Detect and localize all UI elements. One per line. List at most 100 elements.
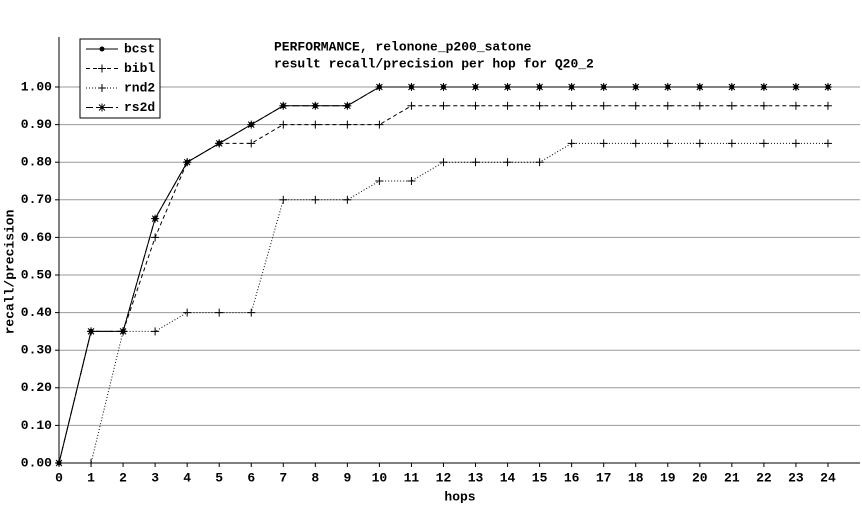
x-tick-label: 2	[119, 470, 127, 485]
marker	[727, 139, 736, 148]
marker-stroke	[568, 83, 575, 91]
marker	[663, 139, 672, 148]
marker	[439, 83, 448, 91]
x-tick-label: 0	[55, 470, 63, 485]
marker-stroke	[696, 83, 704, 91]
marker	[599, 101, 608, 110]
x-tick-label: 11	[404, 470, 420, 485]
x-tick-label: 19	[660, 470, 676, 485]
y-tick-label: 0.80	[21, 155, 52, 170]
marker	[727, 83, 736, 91]
marker	[375, 120, 384, 129]
marker	[503, 158, 512, 167]
x-tick-label: 6	[247, 470, 255, 485]
marker-stroke	[408, 83, 415, 91]
y-tick-label: 0.70	[21, 192, 52, 207]
x-axis-label: hops	[444, 489, 475, 504]
x-tick-label: 12	[436, 470, 452, 485]
legend-label: rs2d	[124, 100, 155, 115]
marker	[439, 101, 448, 110]
y-tick-label: 0.00	[21, 455, 52, 470]
marker	[759, 101, 768, 110]
marker	[535, 83, 544, 91]
marker	[247, 120, 256, 129]
marker	[695, 83, 704, 91]
marker-stroke	[279, 102, 287, 110]
x-tick-label: 1	[87, 470, 95, 485]
chart-title: PERFORMANCE, relonone_p200_satone	[274, 39, 532, 54]
legend-box	[79, 38, 161, 119]
x-tick-label: 9	[343, 470, 351, 485]
marker	[279, 120, 288, 129]
marker	[823, 101, 832, 110]
marker	[151, 327, 160, 336]
marker	[98, 64, 106, 73]
x-tick-label: 4	[183, 470, 191, 485]
marker	[55, 459, 63, 467]
marker	[407, 101, 416, 110]
marker-stroke	[760, 83, 768, 91]
marker	[823, 83, 832, 91]
marker	[663, 83, 672, 91]
legend-label: bibl	[124, 61, 155, 76]
x-tick-label: 7	[279, 470, 287, 485]
marker	[279, 195, 288, 204]
marker	[407, 177, 416, 185]
marker-stroke	[215, 140, 223, 147]
marker-stroke	[632, 83, 640, 91]
marker-stroke	[824, 83, 832, 91]
x-tick-label: 5	[215, 470, 223, 485]
marker	[343, 195, 352, 204]
x-tick-label: 24	[820, 470, 836, 485]
marker	[727, 101, 736, 110]
marker	[631, 83, 640, 91]
legend-label: rnd2	[124, 80, 155, 95]
marker	[343, 101, 352, 110]
marker	[567, 83, 576, 91]
x-tick-label: 8	[311, 470, 319, 485]
marker	[407, 83, 416, 91]
marker-stroke	[87, 328, 95, 335]
x-tick-label: 22	[756, 470, 772, 485]
marker	[599, 139, 608, 148]
marker	[791, 139, 800, 148]
marker-stroke	[728, 83, 736, 91]
marker-stroke	[119, 328, 127, 335]
y-tick-label: 0.20	[21, 380, 52, 395]
marker	[695, 101, 704, 110]
marker	[567, 139, 576, 148]
marker	[439, 158, 448, 167]
x-tick-label: 3	[151, 470, 159, 485]
marker-stroke	[247, 121, 255, 128]
marker-stroke	[344, 102, 351, 110]
marker-stroke	[600, 83, 608, 91]
marker-stroke	[376, 83, 383, 91]
marker	[87, 459, 96, 467]
marker	[99, 46, 105, 52]
marker	[311, 120, 320, 129]
marker	[119, 327, 128, 336]
x-tick-label: 14	[500, 470, 516, 485]
marker	[471, 158, 480, 167]
marker	[535, 158, 544, 167]
marker	[87, 327, 96, 336]
marker	[503, 83, 512, 91]
marker	[215, 139, 224, 148]
x-tick-label: 18	[628, 470, 644, 485]
marker	[759, 83, 768, 91]
marker	[599, 83, 608, 91]
marker-stroke	[311, 102, 319, 110]
x-tick-label: 23	[788, 470, 804, 485]
marker-stroke	[504, 83, 511, 91]
marker-stroke	[98, 104, 106, 111]
marker	[247, 139, 256, 148]
marker	[375, 177, 384, 185]
marker	[279, 101, 288, 110]
marker	[791, 101, 800, 110]
y-tick-label: 0.10	[21, 418, 52, 433]
marker	[98, 103, 106, 112]
marker	[791, 83, 800, 91]
chart-subtitle: result recall/precision per hop for Q20_…	[274, 56, 594, 71]
marker	[823, 139, 832, 148]
